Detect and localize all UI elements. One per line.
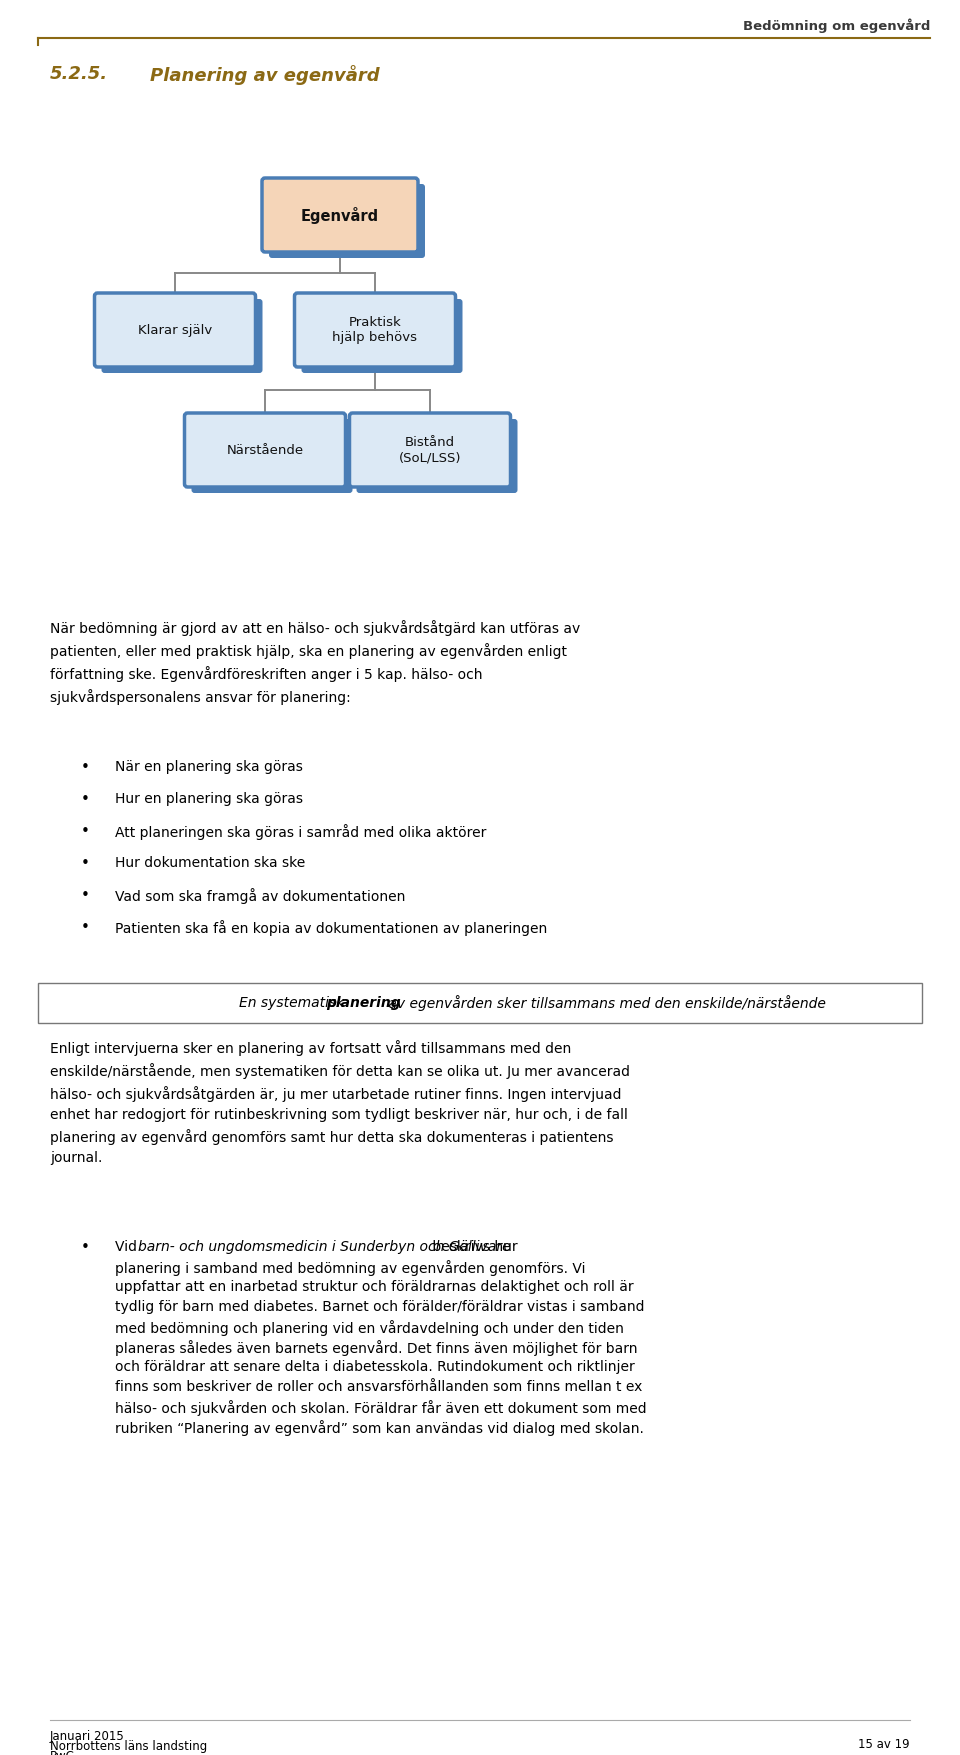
Text: •: • bbox=[81, 825, 89, 839]
Text: hälso- och sjukvården och skolan. Föräldrar får även ett dokument som med: hälso- och sjukvården och skolan. Föräld… bbox=[115, 1400, 647, 1416]
Text: •: • bbox=[81, 856, 89, 870]
Text: Närstående: Närstående bbox=[227, 444, 303, 456]
Text: När bedömning är gjord av att en hälso- och sjukvårdsåtgärd kan utföras av
patie: När bedömning är gjord av att en hälso- … bbox=[50, 620, 580, 706]
Text: Bedömning om egenvård: Bedömning om egenvård bbox=[743, 18, 930, 33]
FancyBboxPatch shape bbox=[102, 298, 262, 374]
Text: Norrbottens läns landsting: Norrbottens läns landsting bbox=[50, 1739, 207, 1753]
Text: 15 av 19: 15 av 19 bbox=[858, 1737, 910, 1751]
Text: Vad som ska framgå av dokumentationen: Vad som ska framgå av dokumentationen bbox=[115, 888, 405, 904]
Text: När en planering ska göras: När en planering ska göras bbox=[115, 760, 302, 774]
Text: Praktisk
hjälp behövs: Praktisk hjälp behövs bbox=[332, 316, 418, 344]
Text: med bedömning och planering vid en vårdavdelning och under den tiden: med bedömning och planering vid en vårda… bbox=[115, 1320, 624, 1336]
Text: Klarar själv: Klarar själv bbox=[138, 323, 212, 337]
Text: •: • bbox=[81, 792, 89, 807]
FancyBboxPatch shape bbox=[269, 184, 425, 258]
Text: 5.2.5.: 5.2.5. bbox=[50, 65, 108, 82]
Text: Vid: Vid bbox=[115, 1241, 141, 1255]
Text: och föräldrar att senare delta i diabetesskola. Rutindokument och riktlinjer: och föräldrar att senare delta i diabete… bbox=[115, 1360, 635, 1374]
Text: tydlig för barn med diabetes. Barnet och förälder/föräldrar vistas i samband: tydlig för barn med diabetes. Barnet och… bbox=[115, 1300, 644, 1314]
Text: barn- och ungdomsmedicin i Sunderbyn och Gällivare: barn- och ungdomsmedicin i Sunderbyn och… bbox=[138, 1241, 511, 1255]
FancyBboxPatch shape bbox=[356, 419, 517, 493]
Text: En systematisk: En systematisk bbox=[239, 997, 348, 1009]
Text: Hur en planering ska göras: Hur en planering ska göras bbox=[115, 792, 303, 806]
Text: •: • bbox=[81, 920, 89, 935]
Text: Egenvård: Egenvård bbox=[300, 207, 379, 223]
Text: planeras således även barnets egenvård. Det finns även möjlighet för barn: planeras således även barnets egenvård. … bbox=[115, 1341, 637, 1357]
Text: PwC: PwC bbox=[50, 1750, 75, 1755]
Text: Patienten ska få en kopia av dokumentationen av planeringen: Patienten ska få en kopia av dokumentati… bbox=[115, 920, 547, 935]
FancyBboxPatch shape bbox=[262, 177, 418, 253]
Text: Enligt intervjuerna sker en planering av fortsatt vård tillsammans med den
enski: Enligt intervjuerna sker en planering av… bbox=[50, 1041, 630, 1165]
FancyBboxPatch shape bbox=[191, 419, 352, 493]
Text: •: • bbox=[81, 1241, 89, 1255]
Text: •: • bbox=[81, 888, 89, 904]
Text: av egenvården sker tillsammans med den enskilde/närstående: av egenvården sker tillsammans med den e… bbox=[384, 995, 826, 1011]
Text: Hur dokumentation ska ske: Hur dokumentation ska ske bbox=[115, 856, 305, 870]
Text: •: • bbox=[81, 760, 89, 776]
Text: uppfattar att en inarbetad struktur och föräldrarnas delaktighet och roll är: uppfattar att en inarbetad struktur och … bbox=[115, 1279, 634, 1293]
Text: planering i samband med bedömning av egenvården genomförs. Vi: planering i samband med bedömning av ege… bbox=[115, 1260, 586, 1276]
Text: beskrivs hur: beskrivs hur bbox=[428, 1241, 517, 1255]
Text: Januari 2015: Januari 2015 bbox=[50, 1730, 125, 1743]
Text: Att planeringen ska göras i samråd med olika aktörer: Att planeringen ska göras i samråd med o… bbox=[115, 825, 487, 841]
Text: finns som beskriver de roller och ansvarsförhållanden som finns mellan t ex: finns som beskriver de roller och ansvar… bbox=[115, 1379, 642, 1393]
Text: Bistånd
(SoL/LSS): Bistånd (SoL/LSS) bbox=[398, 435, 461, 463]
Text: planering: planering bbox=[326, 997, 401, 1009]
Text: rubriken “Planering av egenvård” som kan användas vid dialog med skolan.: rubriken “Planering av egenvård” som kan… bbox=[115, 1420, 644, 1436]
Text: Planering av egenvård: Planering av egenvård bbox=[150, 65, 379, 84]
FancyBboxPatch shape bbox=[38, 983, 922, 1023]
FancyBboxPatch shape bbox=[94, 293, 255, 367]
FancyBboxPatch shape bbox=[349, 412, 511, 486]
FancyBboxPatch shape bbox=[301, 298, 463, 374]
FancyBboxPatch shape bbox=[184, 412, 346, 486]
FancyBboxPatch shape bbox=[295, 293, 455, 367]
